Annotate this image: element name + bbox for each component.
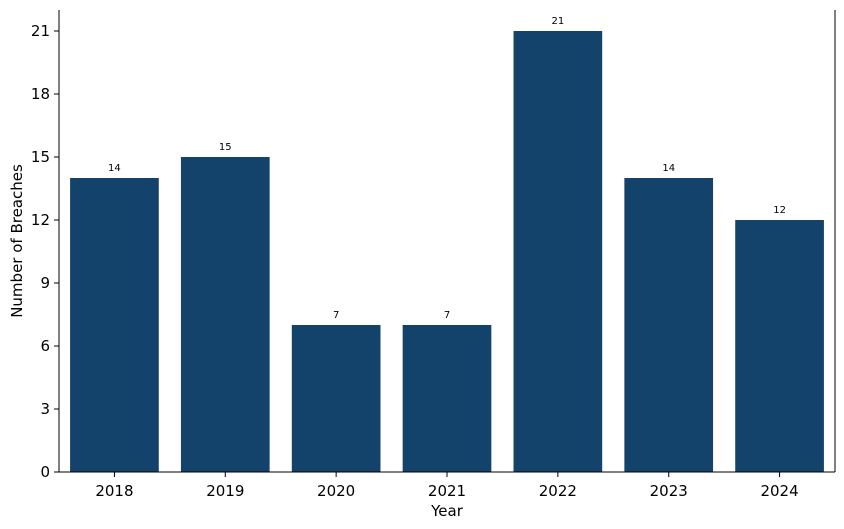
x-axis-ticks: 2018 2019 2020 2021 2022 2023 2024 — [95, 472, 799, 500]
bar-2022 — [513, 31, 603, 472]
x-tick-label-2023: 2023 — [650, 482, 688, 500]
data-labels-group: 14 15 7 7 21 14 12 — [108, 16, 786, 321]
y-tick-label-21: 21 — [31, 22, 50, 40]
data-label-2023: 14 — [662, 163, 675, 174]
bar-2024 — [735, 220, 824, 472]
y-tick-label-6: 6 — [40, 337, 50, 355]
y-axis-title: Number of Breaches — [8, 164, 26, 318]
data-label-2021: 7 — [444, 310, 450, 321]
x-tick-label-2018: 2018 — [95, 482, 133, 500]
data-label-2020: 7 — [333, 310, 339, 321]
data-label-2024: 12 — [773, 205, 786, 216]
data-label-2018: 14 — [108, 163, 121, 174]
y-tick-label-18: 18 — [31, 85, 50, 103]
bar-2021 — [402, 325, 492, 472]
bar-2023 — [624, 178, 714, 472]
y-tick-label-15: 15 — [31, 148, 50, 166]
y-tick-label-3: 3 — [40, 400, 50, 418]
y-axis-ticks: 0 3 6 9 12 15 18 21 — [31, 22, 59, 481]
bars-group — [70, 31, 824, 472]
data-label-2022: 21 — [551, 16, 564, 27]
x-tick-label-2024: 2024 — [760, 482, 798, 500]
x-tick-label-2019: 2019 — [206, 482, 244, 500]
y-tick-label-12: 12 — [31, 211, 50, 229]
bar-2020 — [291, 325, 381, 472]
y-tick-label-9: 9 — [40, 274, 50, 292]
x-axis-title: Year — [430, 502, 464, 520]
x-tick-label-2021: 2021 — [428, 482, 466, 500]
x-tick-label-2020: 2020 — [317, 482, 355, 500]
bar-2019 — [180, 157, 270, 472]
bar-2018 — [70, 178, 159, 472]
data-label-2019: 15 — [219, 142, 232, 153]
x-tick-label-2022: 2022 — [539, 482, 577, 500]
y-tick-label-0: 0 — [40, 463, 50, 481]
